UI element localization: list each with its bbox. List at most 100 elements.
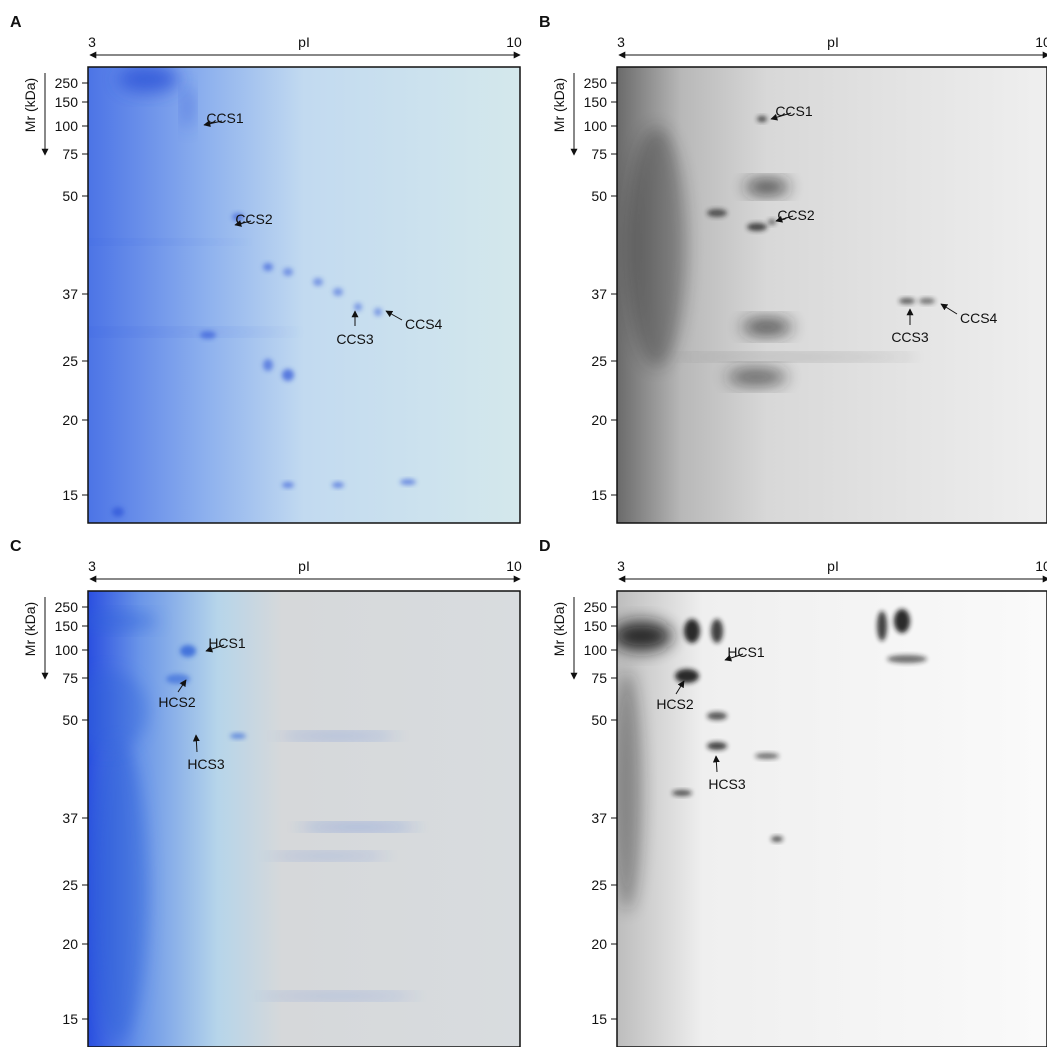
mr-tick-label: 100 <box>584 118 608 134</box>
annotation-arrow <box>770 112 792 121</box>
mr-tick-label: 250 <box>584 75 608 91</box>
pi-min: 3 <box>88 34 96 50</box>
gel-spot <box>919 298 935 304</box>
mr-tick-label: 75 <box>591 670 607 686</box>
gel-spot <box>354 303 362 311</box>
gel-spot <box>374 308 382 316</box>
pi-title: pI <box>827 558 839 574</box>
gel-spot <box>88 671 148 751</box>
gel-spot <box>707 712 727 720</box>
panel-label: C <box>10 538 22 555</box>
gel-background <box>88 591 520 1047</box>
mr-tick-label: 75 <box>591 146 607 162</box>
gel-spot <box>282 482 294 488</box>
gel-spot <box>768 219 776 225</box>
gel-spot <box>232 213 244 221</box>
annotation-arrow <box>940 303 958 315</box>
gel-border <box>87 66 521 524</box>
panel-label: B <box>539 14 551 31</box>
gel-spot <box>278 733 398 739</box>
gel-spot <box>627 127 687 367</box>
gel-image <box>88 67 520 523</box>
gel-spot <box>684 619 700 643</box>
mr-tick-label: 20 <box>591 412 607 428</box>
spot-annotation: CCS2 <box>777 207 815 223</box>
pi-min: 3 <box>617 558 625 574</box>
gel-spot <box>617 621 672 651</box>
mr-title: Mr (kDa) <box>551 602 567 656</box>
mr-tick-label: 100 <box>584 642 608 658</box>
mr-title: Mr (kDa) <box>22 78 38 132</box>
mr-tick-label: 15 <box>591 1011 607 1027</box>
mr-tick-label: 37 <box>62 810 78 826</box>
mr-tick-label: 37 <box>62 286 78 302</box>
gel-spot <box>258 993 418 999</box>
gel-background <box>617 67 1047 523</box>
gel-spot <box>298 824 418 830</box>
gel-spot <box>745 180 789 194</box>
mr-tick-label: 150 <box>584 618 608 634</box>
spot-annotation: CCS2 <box>235 211 273 227</box>
gel-spot <box>313 278 323 286</box>
gel-border <box>616 590 1047 1047</box>
gel-spot <box>183 85 193 129</box>
pi-title: pI <box>827 34 839 50</box>
mr-tick-label: 250 <box>55 599 79 615</box>
mr-tick-label: 37 <box>591 286 607 302</box>
mr-tick-label: 15 <box>62 487 78 503</box>
gel-spot <box>230 733 246 739</box>
mr-tick-label: 25 <box>62 353 78 369</box>
gel-spot <box>617 671 642 911</box>
annotation-arrow <box>234 220 252 227</box>
gel-spot <box>166 674 190 684</box>
gel-spot <box>707 209 727 217</box>
gel-spot <box>727 369 787 385</box>
pi-max: 10 <box>506 34 522 50</box>
gel-spot <box>707 742 727 750</box>
annotation-arrow <box>724 653 744 662</box>
gel-spot <box>282 369 294 381</box>
gel-spot <box>332 482 344 488</box>
panel-label: D <box>539 538 551 555</box>
gel-border <box>87 590 521 1047</box>
gel-spot <box>400 479 416 485</box>
spot-annotation: HCS2 <box>158 694 196 710</box>
gel-spot <box>677 354 917 360</box>
gel-spot <box>180 645 196 657</box>
gel-background <box>617 591 1047 1047</box>
gel-spot <box>675 669 699 683</box>
gel-spot <box>899 298 915 304</box>
mr-tick-label: 150 <box>55 618 79 634</box>
gel-image <box>617 591 1047 1047</box>
pi-min: 3 <box>617 34 625 50</box>
gel-spot <box>283 268 293 276</box>
spot-annotation: CCS3 <box>891 329 929 345</box>
annotation-arrow <box>205 644 225 653</box>
mr-tick-label: 150 <box>584 94 608 110</box>
gel-spot <box>877 611 887 641</box>
gel-image <box>88 591 520 1047</box>
gel-spot <box>88 329 298 335</box>
gel-spot <box>757 116 767 122</box>
mr-title: Mr (kDa) <box>22 602 38 656</box>
mr-tick-label: 250 <box>584 599 608 615</box>
mr-tick-label: 50 <box>591 712 607 728</box>
mr-tick-label: 100 <box>55 642 79 658</box>
gel-image <box>617 67 1047 523</box>
spot-annotation: CCS1 <box>775 103 813 119</box>
mr-title: Mr (kDa) <box>551 78 567 132</box>
gel-spot <box>711 619 723 643</box>
annotation-arrow <box>775 215 794 223</box>
mr-tick-label: 25 <box>62 877 78 893</box>
mr-tick-label: 100 <box>55 118 79 134</box>
annotation-arrow <box>712 755 720 773</box>
mr-tick-label: 250 <box>55 75 79 91</box>
gel-spot <box>118 67 178 93</box>
spot-annotation: CCS3 <box>336 331 374 347</box>
mr-tick-label: 20 <box>62 936 78 952</box>
pi-min: 3 <box>88 558 96 574</box>
annotation-arrow <box>675 680 685 695</box>
pi-title: pI <box>298 558 310 574</box>
mr-tick-label: 50 <box>62 188 78 204</box>
